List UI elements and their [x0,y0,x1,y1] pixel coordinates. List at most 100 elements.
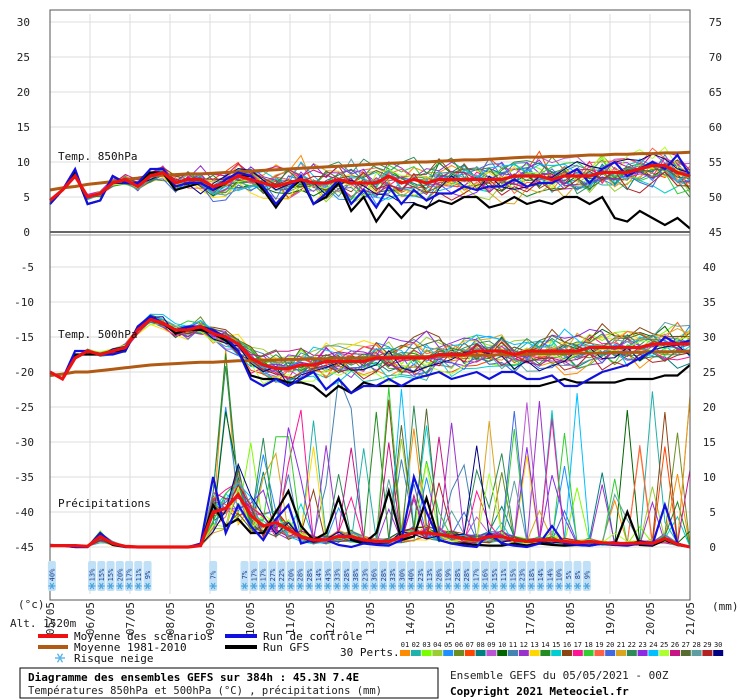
snow-risk-percent: 38% [352,568,360,581]
snowflake-icon [500,582,508,590]
footer-run: Ensemble GEFS du 05/05/2021 - 00Z [450,669,669,682]
pert-number: 09 [487,641,495,649]
tick-850-right: 70 [709,51,722,64]
x-date-label: 18/05 [564,602,577,635]
snowflake-icon [125,582,133,590]
snowflake-icon [296,582,304,590]
pert-number: 16 [563,641,571,649]
perturbation-legend: 01 02 03 04 05 06 07 08 09 10 11 12 13 14 15 16 17 18 19 20… [400,641,724,656]
pert-swatch [508,650,518,656]
snowflake-icon [278,582,286,590]
tick-500-left: -30 [14,436,34,449]
tick-850-right: 65 [709,86,722,99]
legend-swatch-control [225,634,257,638]
snow-risk-percent: 5% [565,570,573,579]
tick-850-left: 30 [17,16,30,29]
tick-500-left: -40 [14,506,34,519]
snowflake-icon [444,582,452,590]
pert-number: 01 [401,641,409,649]
tick-500-left: -10 [14,296,34,309]
snowflake-icon [333,582,341,590]
x-date-label: 19/05 [604,602,617,635]
snow-risk-percent: 16% [482,568,490,581]
snowflake-icon [305,582,313,590]
pert-number: 13 [530,641,538,649]
snowflake-icon [144,582,152,590]
pert-swatch [464,650,475,656]
pert-swatch [551,650,562,656]
tick-850-right: 50 [709,191,722,204]
x-date-label: 05/05 [44,602,57,635]
pert-number: 05 [444,641,452,649]
tick-850-left: 10 [17,156,30,169]
pert-swatch [648,650,659,656]
snow-risk-percent: 23% [417,568,425,581]
snow-risk-percent: 15% [107,568,115,581]
snow-risk-percent: 14% [537,568,545,581]
tick-500-left: -20 [14,366,34,379]
legend-snow: Risque neige [74,652,153,665]
snow-risk-percent: 33% [389,568,397,581]
snowflake-icon [250,582,258,590]
pert-number: 19 [595,641,603,649]
snowflake-icon [107,582,115,590]
altitude-label: Alt. 1520m [10,617,77,630]
pert-swatch [605,650,616,656]
pert-number: 23 [638,641,646,649]
snow-risk-percent: 17% [126,568,134,581]
tick-850-left: 0 [23,226,30,239]
snow-risk-percent: 8% [574,570,582,579]
pert-number: 25 [660,641,668,649]
x-date-label: 14/05 [404,602,417,635]
snow-risk-percent: 28% [435,568,443,581]
series-line-500 [49,349,691,377]
pert-swatch [475,650,486,656]
snowflake-icon [134,582,142,590]
tick-850-right: 75 [709,16,722,29]
snowflake-icon [398,582,406,590]
x-date-label: 06/05 [84,602,97,635]
right-unit: (mm) [712,600,739,613]
tick-500-left: -45 [14,541,34,554]
snowflake-icon [352,582,360,590]
x-date-label: 12/05 [324,602,337,635]
x-date-label: 07/05 [124,602,137,635]
snow-risk-percent: 17% [472,568,480,581]
snow-risk-percent: 11% [500,568,508,581]
snow-risk-percent: 28% [306,568,314,581]
legend: Moyenne des scénarios Moyenne 1981-2010 … [38,630,724,665]
pert-swatch [421,650,432,656]
footer-title: Diagramme des ensembles GEFS sur 384h : … [28,671,359,684]
snowflake-icon [209,582,217,590]
snowflake-icon [546,582,554,590]
snowflake-icon [435,582,443,590]
pert-number: 30 [714,641,722,649]
pert-swatch [432,650,443,656]
snowflake-icon [361,582,369,590]
pert-number: 22 [628,641,636,649]
pert-swatch [562,650,572,656]
series-line-precip [50,491,691,549]
snow-risk-percent: 28% [380,568,388,581]
x-axis-dates: 05/05 06/05 07/05 08/05 09/05 10/05 11/05 12/05… [44,602,697,635]
snowflake-icon [453,582,461,590]
snowflake-icon [527,582,535,590]
snow-risk-percent: 18% [528,568,536,581]
snowflake-icon [564,582,572,590]
snowflake-icon [426,582,434,590]
pert-number: 15 [552,641,560,649]
pert-number: 11 [509,641,517,649]
snow-risk-percent: 23% [519,568,527,581]
pert-swatch [497,650,508,656]
plot-frame [49,9,691,601]
snow-risk-percent: 30% [398,568,406,581]
tick-500-right: 20 [703,401,716,414]
left-unit: (°c) [18,598,45,611]
tick-850-left: 15 [17,121,30,134]
series-line-500 [49,317,690,382]
pert-number: 14 [541,641,549,649]
panel-title-500: Temp. 500hPa [58,328,137,341]
snow-risk-percent: 20% [116,568,124,581]
legend-control: Run de contrôle [263,630,362,643]
